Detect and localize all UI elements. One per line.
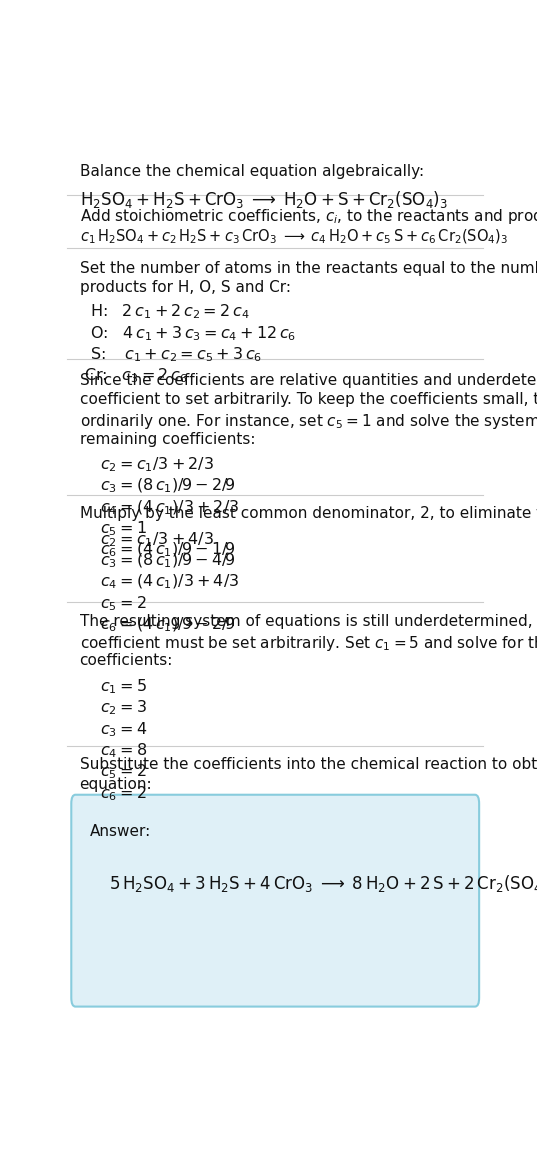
Text: coefficient must be set arbitrarily. Set $c_1 = 5$ and solve for the remaining: coefficient must be set arbitrarily. Set… xyxy=(79,633,537,653)
Text: O:  $\;4\,c_1 + 3\,c_3 = c_4 + 12\,c_6$: O: $\;4\,c_1 + 3\,c_3 = c_4 + 12\,c_6$ xyxy=(90,324,296,342)
Text: $c_6 = (4\,c_1)/9 - 1/9$: $c_6 = (4\,c_1)/9 - 1/9$ xyxy=(100,541,236,560)
Text: $c_5 = 1$: $c_5 = 1$ xyxy=(100,520,147,539)
Text: H:  $\;2\,c_1 + 2\,c_2 = 2\,c_4$: H: $\;2\,c_1 + 2\,c_2 = 2\,c_4$ xyxy=(90,303,250,321)
Text: equation:: equation: xyxy=(79,777,152,792)
Text: remaining coefficients:: remaining coefficients: xyxy=(79,431,255,446)
Text: Substitute the coefficients into the chemical reaction to obtain the balanced: Substitute the coefficients into the che… xyxy=(79,757,537,772)
Text: coefficients:: coefficients: xyxy=(79,653,173,668)
Text: S:  $\;\;c_1 + c_2 = c_5 + 3\,c_6$: S: $\;\;c_1 + c_2 = c_5 + 3\,c_6$ xyxy=(90,346,262,364)
Text: Answer:: Answer: xyxy=(90,824,151,839)
Text: $c_3 = (8\,c_1)/9 - 4/9$: $c_3 = (8\,c_1)/9 - 4/9$ xyxy=(100,551,236,570)
Text: $c_5 = 2$: $c_5 = 2$ xyxy=(100,763,147,781)
Text: coefficient to set arbitrarily. To keep the coefficients small, the arbitrary  v: coefficient to set arbitrarily. To keep … xyxy=(79,392,537,407)
Text: ordinarily one. For instance, set $c_5 = 1$ and solve the system of equations fo: ordinarily one. For instance, set $c_5 =… xyxy=(79,412,537,431)
Text: $c_2 = c_1/3 + 4/3$: $c_2 = c_1/3 + 4/3$ xyxy=(100,531,214,549)
Text: $c_2 = 3$: $c_2 = 3$ xyxy=(100,698,147,718)
Text: $c_6 = (4\,c_1)/9 - 2/9$: $c_6 = (4\,c_1)/9 - 2/9$ xyxy=(100,616,236,635)
Text: $c_5 = 2$: $c_5 = 2$ xyxy=(100,594,147,613)
Text: $c_6 = 2$: $c_6 = 2$ xyxy=(100,784,147,802)
Text: $5\,\mathrm{H_2SO_4} + 3\,\mathrm{H_2S} + 4\,\mathrm{CrO_3} \;\longrightarrow\; : $5\,\mathrm{H_2SO_4} + 3\,\mathrm{H_2S} … xyxy=(108,873,537,894)
Text: products for H, O, S and Cr:: products for H, O, S and Cr: xyxy=(79,280,291,295)
Text: Since the coefficients are relative quantities and underdetermined, choose a: Since the coefficients are relative quan… xyxy=(79,373,537,387)
Text: $c_4 = (4\,c_1)/3 + 4/3$: $c_4 = (4\,c_1)/3 + 4/3$ xyxy=(100,573,240,592)
Text: $c_3 = 4$: $c_3 = 4$ xyxy=(100,720,148,739)
Text: $c_4 = (4\,c_1)/3 + 2/3$: $c_4 = (4\,c_1)/3 + 2/3$ xyxy=(100,498,240,517)
Text: Add stoichiometric coefficients, $c_i$, to the reactants and products:: Add stoichiometric coefficients, $c_i$, … xyxy=(79,207,537,227)
Text: $c_4 = 8$: $c_4 = 8$ xyxy=(100,741,148,759)
Text: $c_1 = 5$: $c_1 = 5$ xyxy=(100,677,147,696)
Text: Multiply by the least common denominator, 2, to eliminate fractional coefficient: Multiply by the least common denominator… xyxy=(79,506,537,521)
Text: $c_3 = (8\,c_1)/9 - 2/9$: $c_3 = (8\,c_1)/9 - 2/9$ xyxy=(100,477,236,496)
Text: $c_1\,\mathrm{H_2SO_4} + c_2\,\mathrm{H_2S} + c_3\,\mathrm{CrO_3} \;\longrightar: $c_1\,\mathrm{H_2SO_4} + c_2\,\mathrm{H_… xyxy=(79,228,508,246)
Text: $c_2 = c_1/3 + 2/3$: $c_2 = c_1/3 + 2/3$ xyxy=(100,455,214,474)
Text: $\mathrm{H_2SO_4 + H_2S + CrO_3 \;\longrightarrow\; H_2O + S + Cr_2(SO_4)_3}$: $\mathrm{H_2SO_4 + H_2S + CrO_3 \;\longr… xyxy=(79,188,448,209)
Text: The resulting system of equations is still underdetermined, so an additional: The resulting system of equations is sti… xyxy=(79,614,537,629)
Text: Cr:  $\;c_3 = 2\,c_6$: Cr: $\;c_3 = 2\,c_6$ xyxy=(84,366,187,385)
Text: Balance the chemical equation algebraically:: Balance the chemical equation algebraica… xyxy=(79,164,424,179)
FancyBboxPatch shape xyxy=(71,794,479,1007)
Text: Set the number of atoms in the reactants equal to the number of atoms in the: Set the number of atoms in the reactants… xyxy=(79,260,537,275)
